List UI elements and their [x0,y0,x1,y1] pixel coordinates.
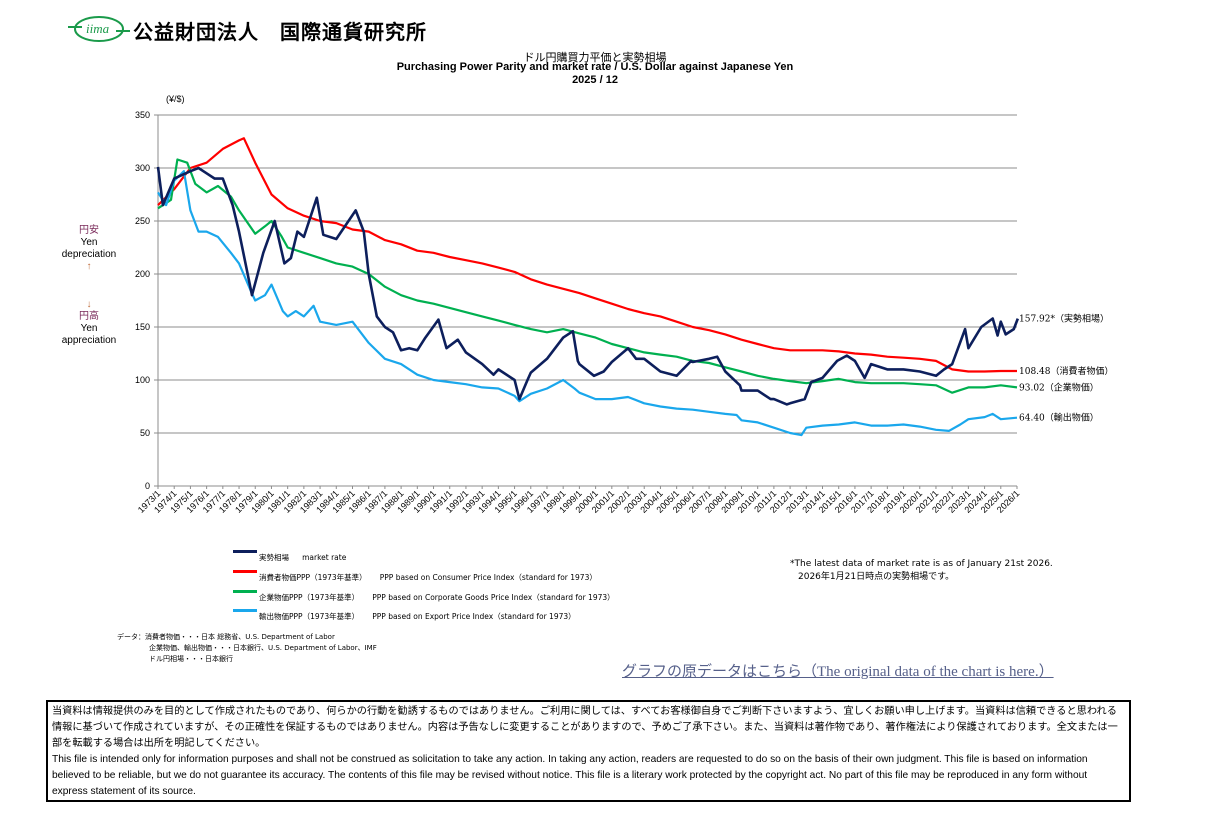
legend-item-cpi-ppp: 消費者物価PPP（1973年基準） PPP based on Consumer … [233,565,615,585]
legend-swatch [233,550,257,553]
chart: (¥/$)0501001502002503003501973/11974/119… [135,94,1114,515]
series-line-2 [157,158,1018,394]
yen-appreciation-label: ↓ 円高 Yen appreciation [44,299,134,347]
legend-item-export-ppp: 輸出物価PPP（1973年基準） PPP based on Export Pri… [233,604,615,623]
end-value-label: 108.48（消費者物価） [1019,365,1114,377]
legend-swatch [233,609,257,612]
legend-label-en: PPP based on Consumer Price Index（standa… [379,573,597,582]
label-jp: 円安 [79,225,99,236]
chart-title-en: Purchasing Power Parity and market rate … [396,61,794,73]
legend-label-en: PPP based on Export Price Index（standard… [372,612,576,621]
legend-label-jp: 消費者物価PPP（1973年基準） [259,573,367,582]
series-line-0 [156,166,1020,406]
y-tick-label: 200 [135,269,150,279]
disclaimer-jp: 当資料は情報提供のみを目的として作成されたものであり、何らかの行動を勧誘するもの… [52,706,1118,749]
data-sources: データ：消費者物価・・・日本 総務省、U.S. Department of La… [117,632,377,665]
label-en: Yen [80,323,98,334]
y-tick-label: 250 [135,216,150,226]
y-tick-label: 100 [135,375,150,385]
chart-title-jp: ドル円購買力平価と実勢相場 [523,52,667,64]
disclaimer-en: This file is intended only for informati… [52,754,1088,797]
series-line-3 [157,170,1018,437]
iima-logo: iima [68,16,130,42]
y-axis-unit: (¥/$) [166,94,185,104]
legend-label-en: market rate [302,553,347,562]
note-en: *The latest data of market rate is as of… [790,559,1053,569]
down-arrow-icon: ↓ [86,299,92,310]
legend-label-jp: 企業物価PPP（1973年基準） [259,593,360,602]
source-line: 企業物価、輸出物価・・・日本銀行、U.S. Department of Labo… [149,644,377,652]
legend-swatch [233,570,257,573]
original-data-link[interactable]: グラフの原データはこちら（The original data of the ch… [622,664,1054,680]
svg-text:iima: iima [86,21,110,36]
yen-depreciation-label: 円安 Yen depreciation ↑ [44,225,134,273]
end-value-label: 157.92*（実勢相場） [1019,313,1109,325]
legend-label-jp: 輸出物価PPP（1973年基準） [259,612,360,621]
end-value-label: 64.40（輸出物価） [1019,412,1099,424]
y-tick-label: 50 [140,428,150,438]
legend-item-market-rate: 実勢相場 market rate [233,545,615,565]
label-en: Yen [80,237,98,248]
label-en: appreciation [61,335,117,346]
legend-label-jp: 実勢相場 [259,553,289,562]
y-tick-label: 300 [135,163,150,173]
note-jp: 2026年1月21日時点の実勢相場です。 [798,572,955,582]
up-arrow-icon: ↑ [86,261,92,272]
source-line: ドル円相場・・・日本銀行 [149,655,233,663]
source-line: データ：消費者物価・・・日本 総務省、U.S. Department of La… [117,633,335,641]
series-line-1 [157,137,1017,373]
end-value-label: 93.02（企業物価） [1019,381,1099,393]
y-tick-label: 150 [135,322,150,332]
y-tick-label: 350 [135,110,150,120]
y-tick-label: 0 [145,481,150,491]
legend-item-cgpi-ppp: 企業物価PPP（1973年基準） PPP based on Corporate … [233,585,615,604]
legend: 実勢相場 market rate 消費者物価PPP（1973年基準） PPP b… [233,545,615,623]
label-jp: 円高 [79,311,99,322]
organization-name: 公益財団法人 国際通貨研究所 [133,20,427,44]
disclaimer-box: 当資料は情報提供のみを目的として作成されたものであり、何らかの行動を勧誘するもの… [46,700,1131,802]
legend-swatch [233,590,257,593]
label-en: depreciation [61,249,117,260]
chart-period: 2025 / 12 [572,74,618,86]
legend-label-en: PPP based on Corporate Goods Price Index… [372,593,615,602]
latest-data-note: *The latest data of market rate is as of… [790,558,1053,584]
